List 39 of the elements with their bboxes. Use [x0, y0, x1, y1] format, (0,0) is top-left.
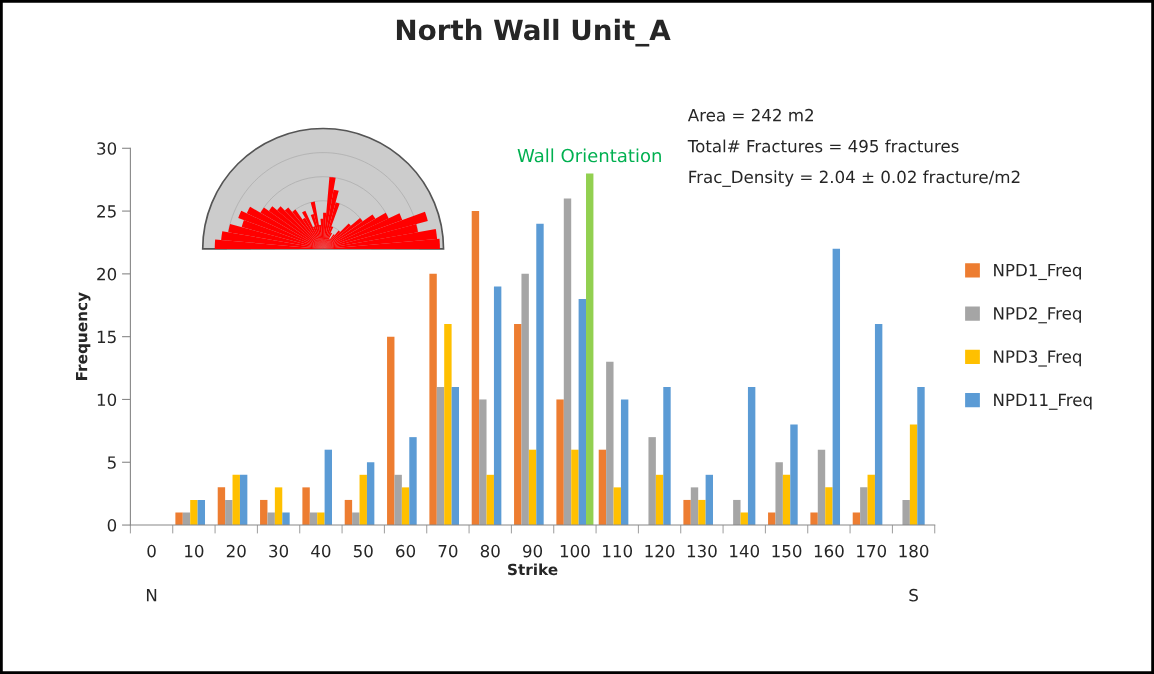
legend-label: NPD1_Freq — [994, 263, 1081, 281]
text: S — [909, 588, 918, 602]
annotation: Frac_Density = 2.04 ± 0.02 fracture/m2 — [689, 170, 1020, 187]
legend-label: NPD11_Freq — [994, 393, 1092, 410]
series-label: Wall Orientation — [517, 148, 661, 163]
x-tick-label: 90 — [523, 544, 543, 558]
text: N — [146, 589, 157, 602]
annotation: Total# Fractures = 495 fractures — [687, 139, 959, 153]
x-tick-label: 110 — [603, 544, 633, 558]
y-tick-label: 25 — [97, 205, 116, 218]
x-tick-label: 20 — [226, 544, 246, 558]
x-tick-label: 140 — [730, 544, 760, 558]
x-tick-label: 70 — [438, 544, 458, 558]
x-tick-label: 50 — [353, 544, 373, 558]
x-tick-label: 150 — [772, 544, 802, 558]
x-tick-label: 180 — [899, 544, 929, 558]
y-tick-label: 15 — [97, 330, 116, 344]
x-tick-label: 30 — [269, 544, 289, 558]
legend-label: NPD3_Freq — [994, 350, 1081, 367]
x-tick-label: 0 — [147, 544, 156, 558]
y-axis-title: Frequency — [76, 292, 91, 380]
x-tick-label: 120 — [645, 544, 675, 558]
y-tick-label: 10 — [97, 393, 117, 407]
legend-label: NPD2_Freq — [994, 307, 1081, 324]
y-tick-label: 5 — [107, 456, 116, 469]
x-tick-label: 160 — [814, 544, 844, 558]
y-tick-label: 0 — [107, 519, 117, 532]
x-tick-label: 130 — [687, 544, 717, 558]
x-tick-label: 60 — [396, 544, 416, 558]
y-tick-label: 30 — [97, 142, 117, 155]
text: Area = 242 m2 — [687, 108, 813, 122]
x-tick-label: 10 — [185, 544, 204, 558]
x-axis-title: Strike — [508, 563, 558, 576]
x-tick-label: 40 — [311, 544, 331, 558]
x-tick-label: 80 — [480, 544, 500, 558]
x-tick-label: 170 — [857, 544, 887, 558]
chart-title: North Wall Unit_A — [396, 18, 671, 47]
x-tick-label: 100 — [560, 544, 590, 558]
y-tick-label: 20 — [97, 267, 117, 281]
